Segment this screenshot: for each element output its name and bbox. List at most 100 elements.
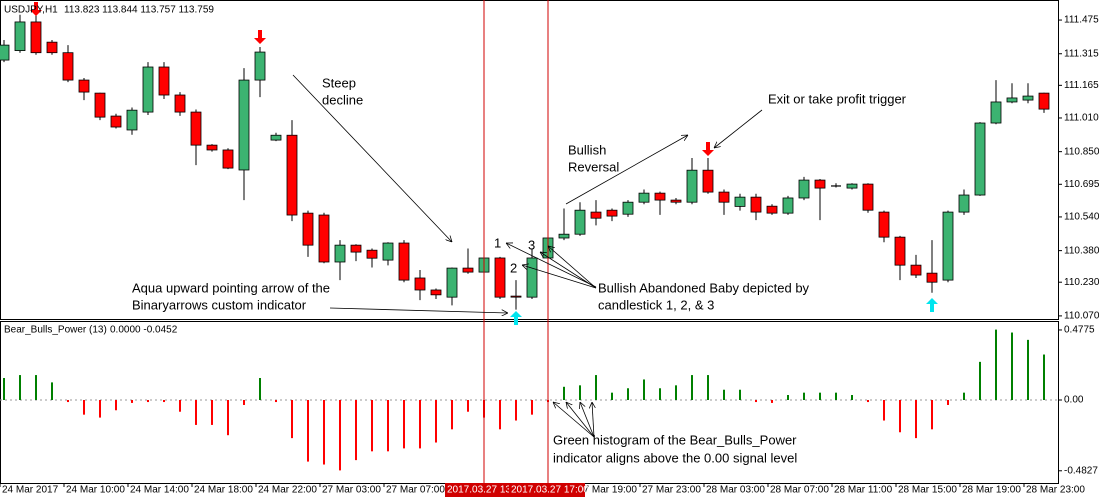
crosshair-label-bg [445, 483, 509, 497]
x-tick-label: 27 Mar 19:00 [578, 485, 637, 496]
candle-body [958, 194, 970, 213]
histogram-bar [275, 399, 277, 403]
candle-body [270, 134, 282, 141]
sell-arrow [254, 30, 266, 44]
candle-body [894, 236, 906, 266]
histogram-bar [947, 399, 949, 405]
histogram-bar [211, 399, 213, 425]
histogram-bar [99, 399, 101, 418]
candle-body [798, 179, 810, 199]
histogram-bar [387, 399, 389, 452]
candle-body [334, 244, 346, 263]
histogram-bar [563, 386, 565, 400]
candle-body [846, 183, 858, 189]
histogram-bar [499, 399, 501, 430]
histogram-bar [323, 399, 325, 465]
candle-body [494, 257, 506, 298]
y-tick-label: 110.380 [1064, 245, 1100, 256]
annotation-arrow [580, 402, 595, 438]
candle-body [750, 196, 762, 213]
x-tick-label: 28 Mar 11:00 [834, 485, 893, 496]
candle-body [14, 21, 26, 51]
annotation: indicator aligns above the 0.00 signal l… [553, 450, 797, 465]
histogram-bar [259, 377, 261, 400]
candle-body [510, 295, 522, 298]
histogram-bar [595, 375, 597, 400]
candle-body [254, 51, 266, 81]
candle-body [46, 41, 58, 54]
histogram-bar [771, 399, 773, 403]
candle-body [446, 267, 458, 298]
histogram-bar [691, 375, 693, 400]
candle-body [862, 183, 874, 211]
histogram-bar [131, 399, 133, 403]
histogram-bar [115, 399, 117, 411]
histogram-bar [355, 399, 357, 461]
crosshair-label: 2017.03.27 17:00 [511, 485, 589, 496]
buy-arrow [926, 298, 938, 312]
candle-body [142, 66, 154, 113]
indicator-readout: 0.0000 -0.0452 [110, 325, 178, 336]
histogram-bar [531, 399, 533, 415]
annotation-arrow [329, 307, 508, 313]
histogram-bar [307, 399, 309, 462]
candle-body [766, 205, 778, 214]
histogram-bar [851, 395, 853, 400]
indicator-title: Bear_Bulls_Power (13) [4, 325, 107, 336]
x-tick-label: 27 Mar 07:00 [386, 485, 445, 496]
candle-body [558, 233, 570, 239]
annotation: 2 [510, 260, 517, 275]
x-tick-label: 28 Mar 19:00 [962, 485, 1021, 496]
histogram-bar [451, 399, 453, 430]
candle-body [110, 115, 122, 128]
histogram-bar [403, 399, 405, 449]
histogram-bar [867, 399, 869, 403]
histogram-bar [723, 389, 725, 400]
y-tick-label: 111.165 [1064, 80, 1099, 91]
histogram-bar [35, 375, 37, 400]
histogram-bar [819, 392, 821, 400]
annotation: 1 [494, 235, 501, 250]
y-tick-label: 110.070 [1064, 311, 1100, 322]
histogram-bar [915, 399, 917, 439]
candle-body [302, 212, 314, 246]
annotation: Exit or take profit trigger [768, 91, 907, 106]
candle-body [30, 21, 42, 54]
x-tick-label: 24 Mar 2017 [2, 485, 59, 496]
candle-body [670, 199, 682, 203]
x-tick-label: 28 Mar 23:00 [1026, 485, 1085, 496]
candle-body [190, 111, 202, 146]
candle-body [942, 211, 954, 281]
candle-body [158, 66, 170, 96]
symbol-title: USDJPY,H1 [4, 5, 58, 16]
candle-body [686, 169, 698, 203]
candle-body [974, 122, 986, 196]
y-tick-label: 110.850 [1064, 146, 1100, 157]
histogram-bar [931, 399, 933, 430]
annotation: Steep [322, 75, 356, 90]
x-tick-label: 28 Mar 07:00 [770, 485, 829, 496]
histogram-bar [675, 385, 677, 400]
candle-body [718, 191, 730, 203]
candle-body [590, 211, 602, 219]
x-tick-label: 24 Mar 14:00 [130, 485, 189, 496]
histogram-bar [755, 399, 757, 403]
histogram-bar [787, 395, 789, 400]
annotation-arrow [553, 402, 595, 438]
candle-body [78, 79, 90, 93]
histogram-bar [19, 375, 21, 400]
candle-body [366, 249, 378, 259]
candle-body [638, 192, 650, 203]
annotation-arrow [292, 74, 452, 242]
candle-body [606, 209, 618, 217]
candle-body [990, 101, 1002, 124]
histogram-bar [995, 329, 997, 400]
annotation-arrow [522, 265, 597, 289]
annotation: Bullish [568, 142, 606, 157]
annotation-arrow [540, 252, 597, 289]
x-tick-label: 27 Mar 03:00 [322, 485, 381, 496]
histogram-bar [659, 388, 661, 400]
candle-body [126, 109, 138, 131]
y-tick-label: 110.695 [1064, 179, 1100, 190]
